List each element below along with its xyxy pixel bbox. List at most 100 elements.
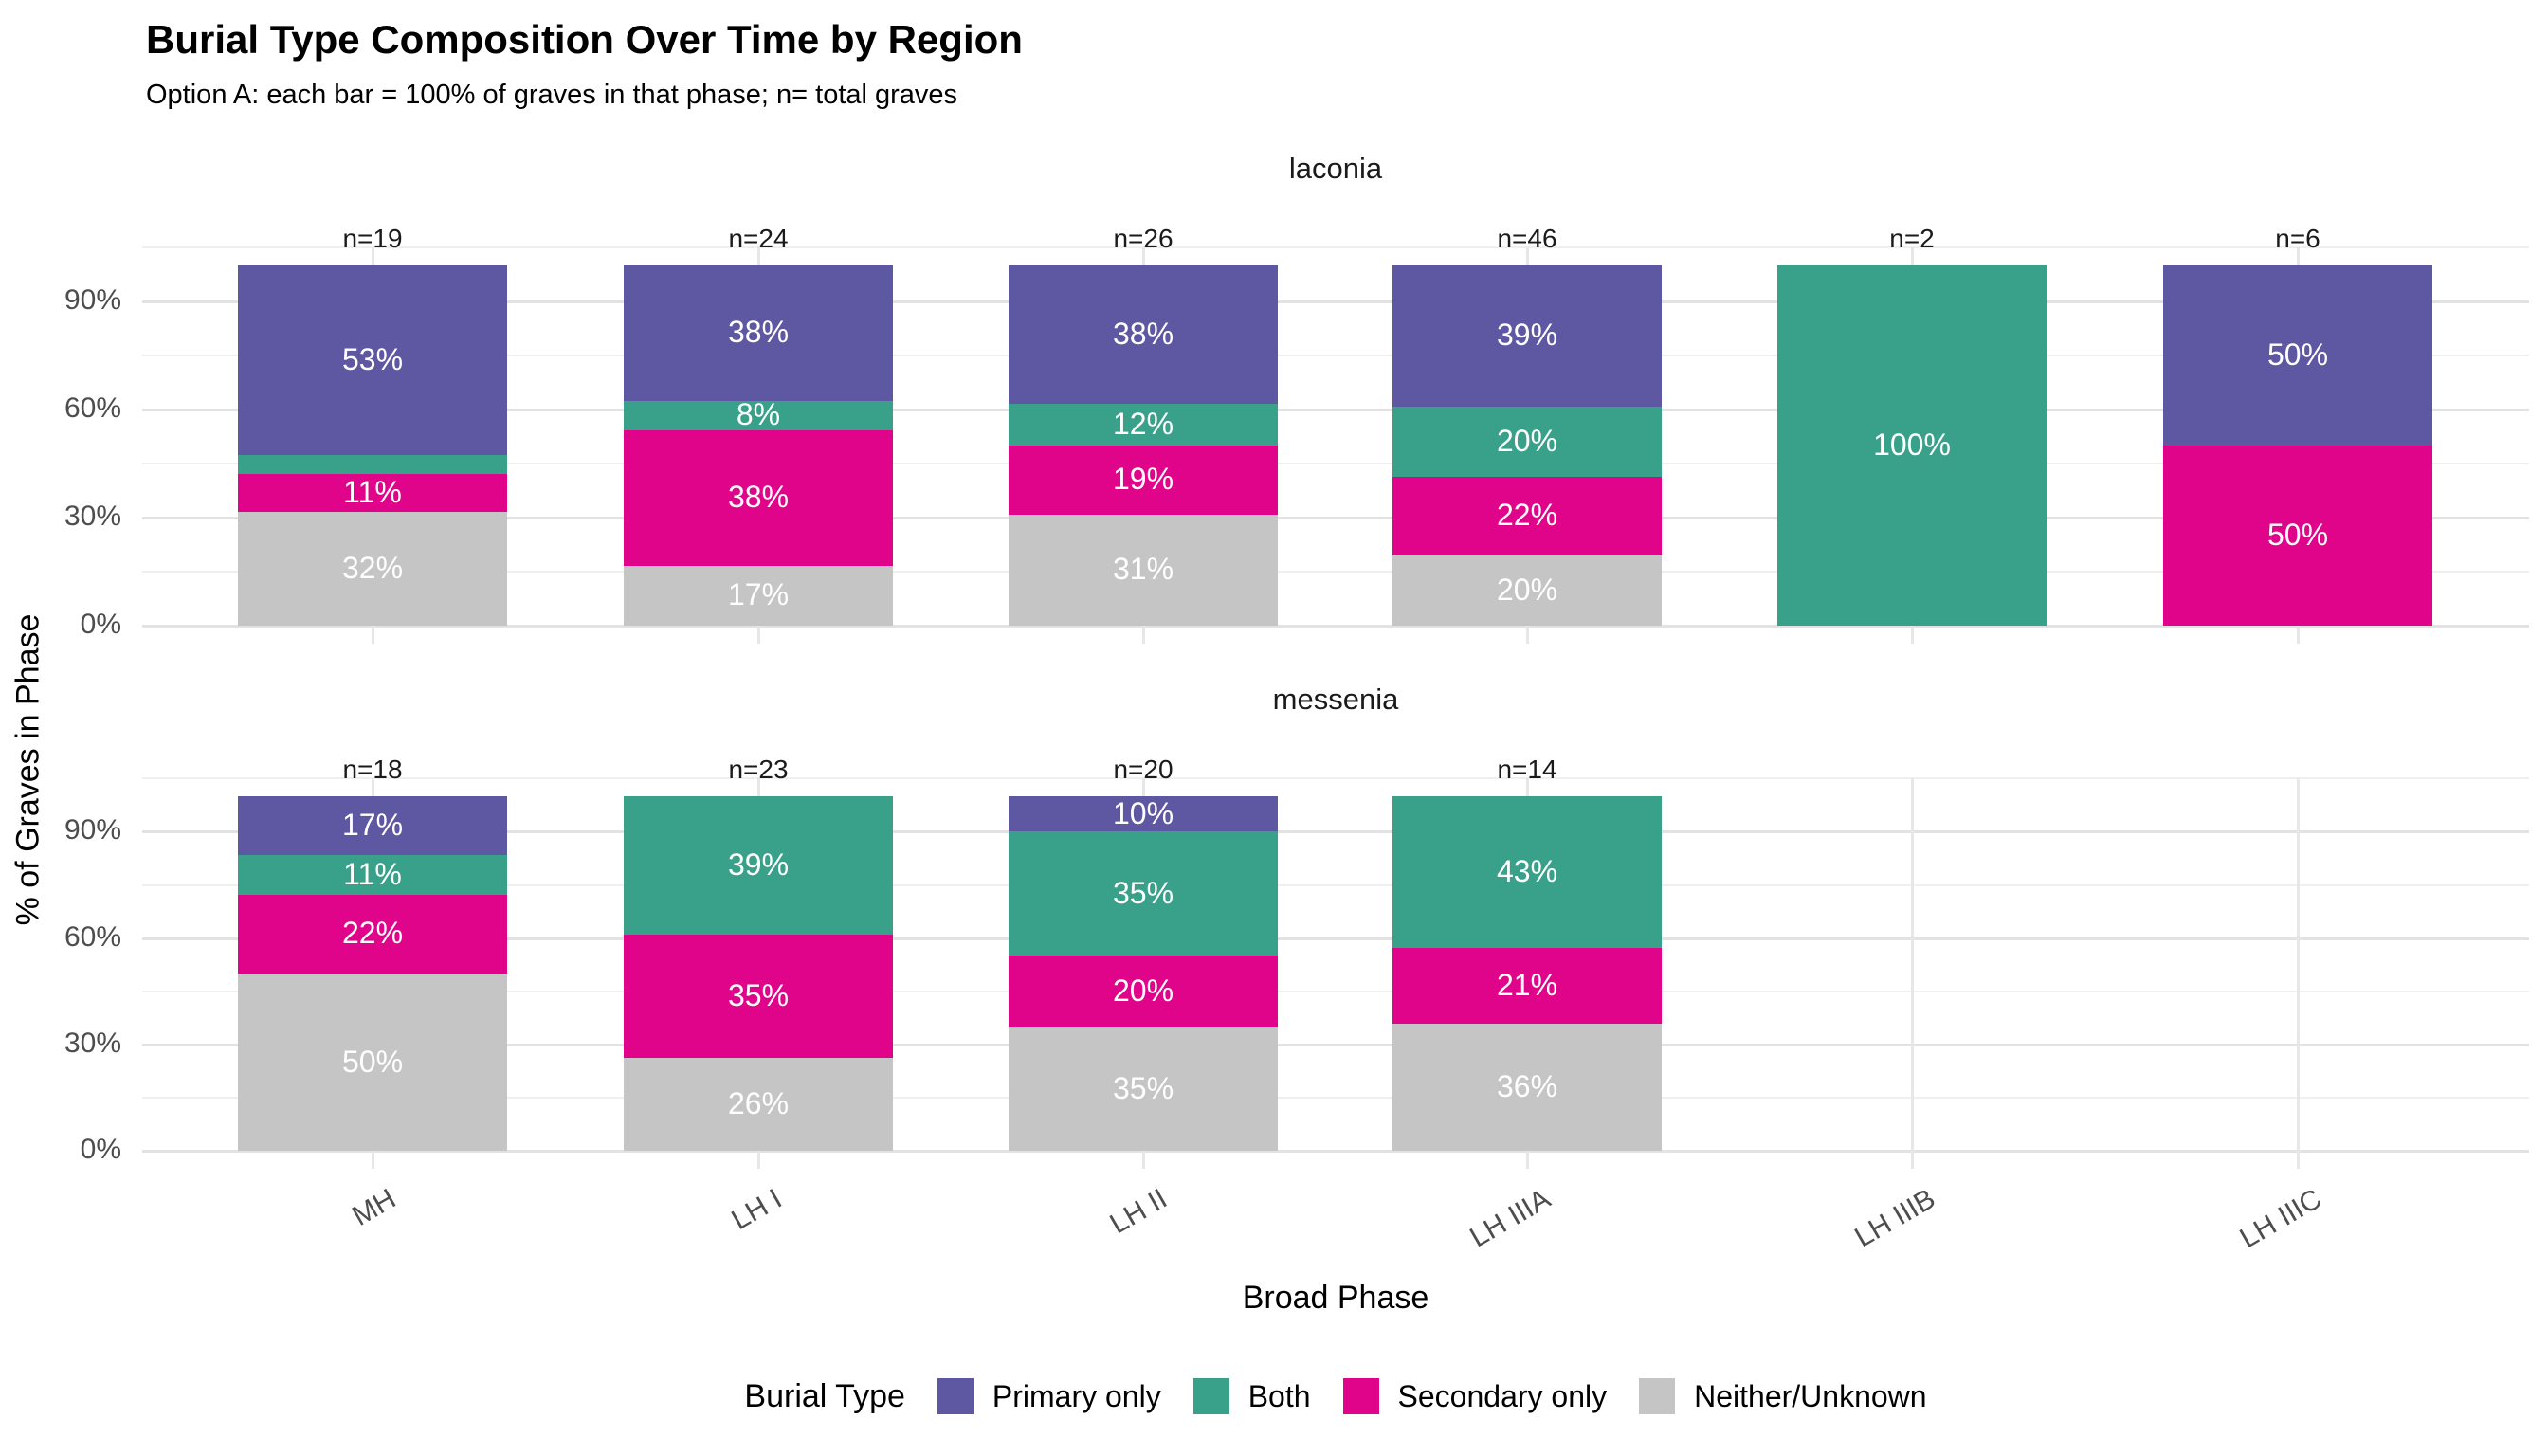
bar-segment-label: 53% (341, 341, 404, 376)
chart-title: Burial Type Composition Over Time by Reg… (146, 17, 1023, 62)
bar-segment-primary-only (624, 265, 893, 401)
bar-segment-label: 35% (1112, 875, 1174, 910)
y-axis-title: % of Graves in Phase (9, 613, 46, 926)
bar-segment-label: 20% (1496, 572, 1558, 607)
gridline-major (142, 517, 2529, 519)
bar-segment-label: 26% (727, 1086, 790, 1121)
bar-segment-primary-only (1009, 265, 1278, 405)
bar-segment-label: 21% (1496, 968, 1558, 1003)
bar-segment-secondary-only (1009, 446, 1278, 515)
legend-item-primary-only: Primary only (937, 1378, 1161, 1414)
bar-n-label: n=14 (1497, 755, 1557, 784)
y-tick-label: 90% (64, 814, 121, 846)
bar-segment-label: 31% (1112, 552, 1174, 587)
bar-segment-primary-only (1009, 796, 1278, 832)
gridline-major (142, 409, 2529, 411)
bar-segment-both (1777, 265, 2047, 626)
gridline-minor (142, 777, 2529, 780)
x-tick-label: LH IIIB (1849, 1183, 1941, 1254)
bar-segment-label: 20% (1496, 423, 1558, 458)
y-tick-label: 90% (64, 284, 121, 316)
bar-segment-secondary-only (238, 474, 507, 512)
bar-segment-both (1009, 404, 1278, 446)
bar-segment-label: 43% (1496, 854, 1558, 889)
bar-n-label: n=23 (728, 755, 789, 784)
bar-segment-label: 50% (2266, 518, 2329, 552)
bar-segment-neither-unknown (1392, 555, 1662, 626)
bar-segment-secondary-only (624, 430, 893, 566)
bar-segment-label: 20% (1112, 973, 1174, 1008)
bar-segment-secondary-only (1009, 956, 1278, 1028)
gridline-major (142, 300, 2529, 303)
x-tick-label: LH I (726, 1183, 788, 1237)
bar-segment-label: 32% (341, 550, 404, 585)
bar-n-label: n=46 (1497, 224, 1557, 253)
bar-segment-both (1392, 406, 1662, 478)
facet-panel-messenia: 17% 11% 22% 50% 39% 35% 26% 10% 35% 20% 35% 43% 21% 3… (142, 777, 2529, 1169)
bar-segment-both (238, 454, 507, 474)
bar-segment-neither-unknown (1009, 1027, 1278, 1151)
bar-n-label: n=26 (1113, 224, 1174, 253)
bar-segment-neither-unknown (238, 974, 507, 1151)
chart-subtitle: Option A: each bar = 100% of graves in t… (146, 80, 958, 110)
bar-segment-label: 17% (727, 577, 790, 612)
bar-segment-primary-only (238, 265, 507, 455)
y-tick-label: 30% (64, 1027, 121, 1059)
bar-segment-secondary-only (2163, 446, 2432, 626)
bar-segment-label: 50% (341, 1044, 404, 1079)
bar-segment-neither-unknown (1392, 1024, 1662, 1151)
bar-segment-neither-unknown (1009, 514, 1278, 626)
bar-segment-neither-unknown (238, 511, 507, 626)
y-tick-label: 0% (80, 1134, 121, 1165)
gridline-vertical (1911, 778, 1914, 1169)
bar-segment-primary-only (2163, 265, 2432, 446)
gridline-minor (142, 246, 2529, 248)
bar-n-label: n=20 (1113, 755, 1174, 784)
bar-segment-neither-unknown (624, 1058, 893, 1151)
gridline-minor (142, 571, 2529, 573)
x-tick-label: LH IIIC (2234, 1183, 2327, 1255)
x-axis-title: Broad Phase (1242, 1280, 1429, 1316)
bar-segment-both (1009, 831, 1278, 956)
x-tick-label: MH (347, 1183, 402, 1232)
bar-segment-secondary-only (1392, 948, 1662, 1025)
bar-segment-label: 8% (736, 397, 781, 432)
bar-segment-both (624, 796, 893, 936)
gridline-major (142, 625, 2529, 628)
legend-item-secondary-only: Secondary only (1342, 1378, 1608, 1414)
y-tick-label: 60% (64, 392, 121, 424)
bar-segment-both (624, 400, 893, 431)
bar-segment-label: 22% (341, 916, 404, 951)
bar-n-label: n=19 (342, 224, 403, 253)
bar-segment-label: 38% (727, 480, 790, 515)
legend-key-swatch (1639, 1378, 1676, 1414)
bar-n-label: n=18 (342, 755, 403, 784)
bar-segment-label: 10% (1112, 795, 1174, 830)
bar-segment-label: 39% (727, 847, 790, 883)
bar-segment-primary-only (238, 796, 507, 856)
legend-key-swatch (1192, 1378, 1229, 1414)
bar-segment-label: 39% (1496, 318, 1558, 353)
bar-segment-label: 50% (2266, 337, 2329, 372)
x-tick-label: LH IIIA (1465, 1183, 1556, 1254)
legend-item-neither-unknown: Neither/Unknown (1639, 1378, 1927, 1414)
legend-item-label: Primary only (992, 1378, 1161, 1413)
gridline-major (142, 830, 2529, 834)
bar-segment-label: 17% (341, 808, 404, 843)
bar-segment-label: 11% (343, 857, 402, 892)
gridline-minor (142, 990, 2529, 992)
gridline-major (142, 1043, 2529, 1046)
legend-key-swatch (937, 1378, 974, 1414)
gridline-minor (142, 355, 2529, 356)
legend-item-label: Secondary only (1397, 1378, 1608, 1413)
legend-item-both: Both (1192, 1378, 1311, 1414)
bar-n-label: n=2 (1889, 224, 1935, 253)
gridline-vertical (2297, 778, 2300, 1169)
y-tick-label: 30% (64, 500, 121, 532)
bar-segment-label: 22% (1496, 498, 1558, 533)
bar-segment-label: 100% (1873, 428, 1951, 462)
bar-n-label: n=6 (2275, 224, 2320, 253)
x-tick-label: LH II (1104, 1183, 1173, 1241)
gridline-minor (142, 1096, 2529, 1099)
gridline-minor (142, 883, 2529, 886)
